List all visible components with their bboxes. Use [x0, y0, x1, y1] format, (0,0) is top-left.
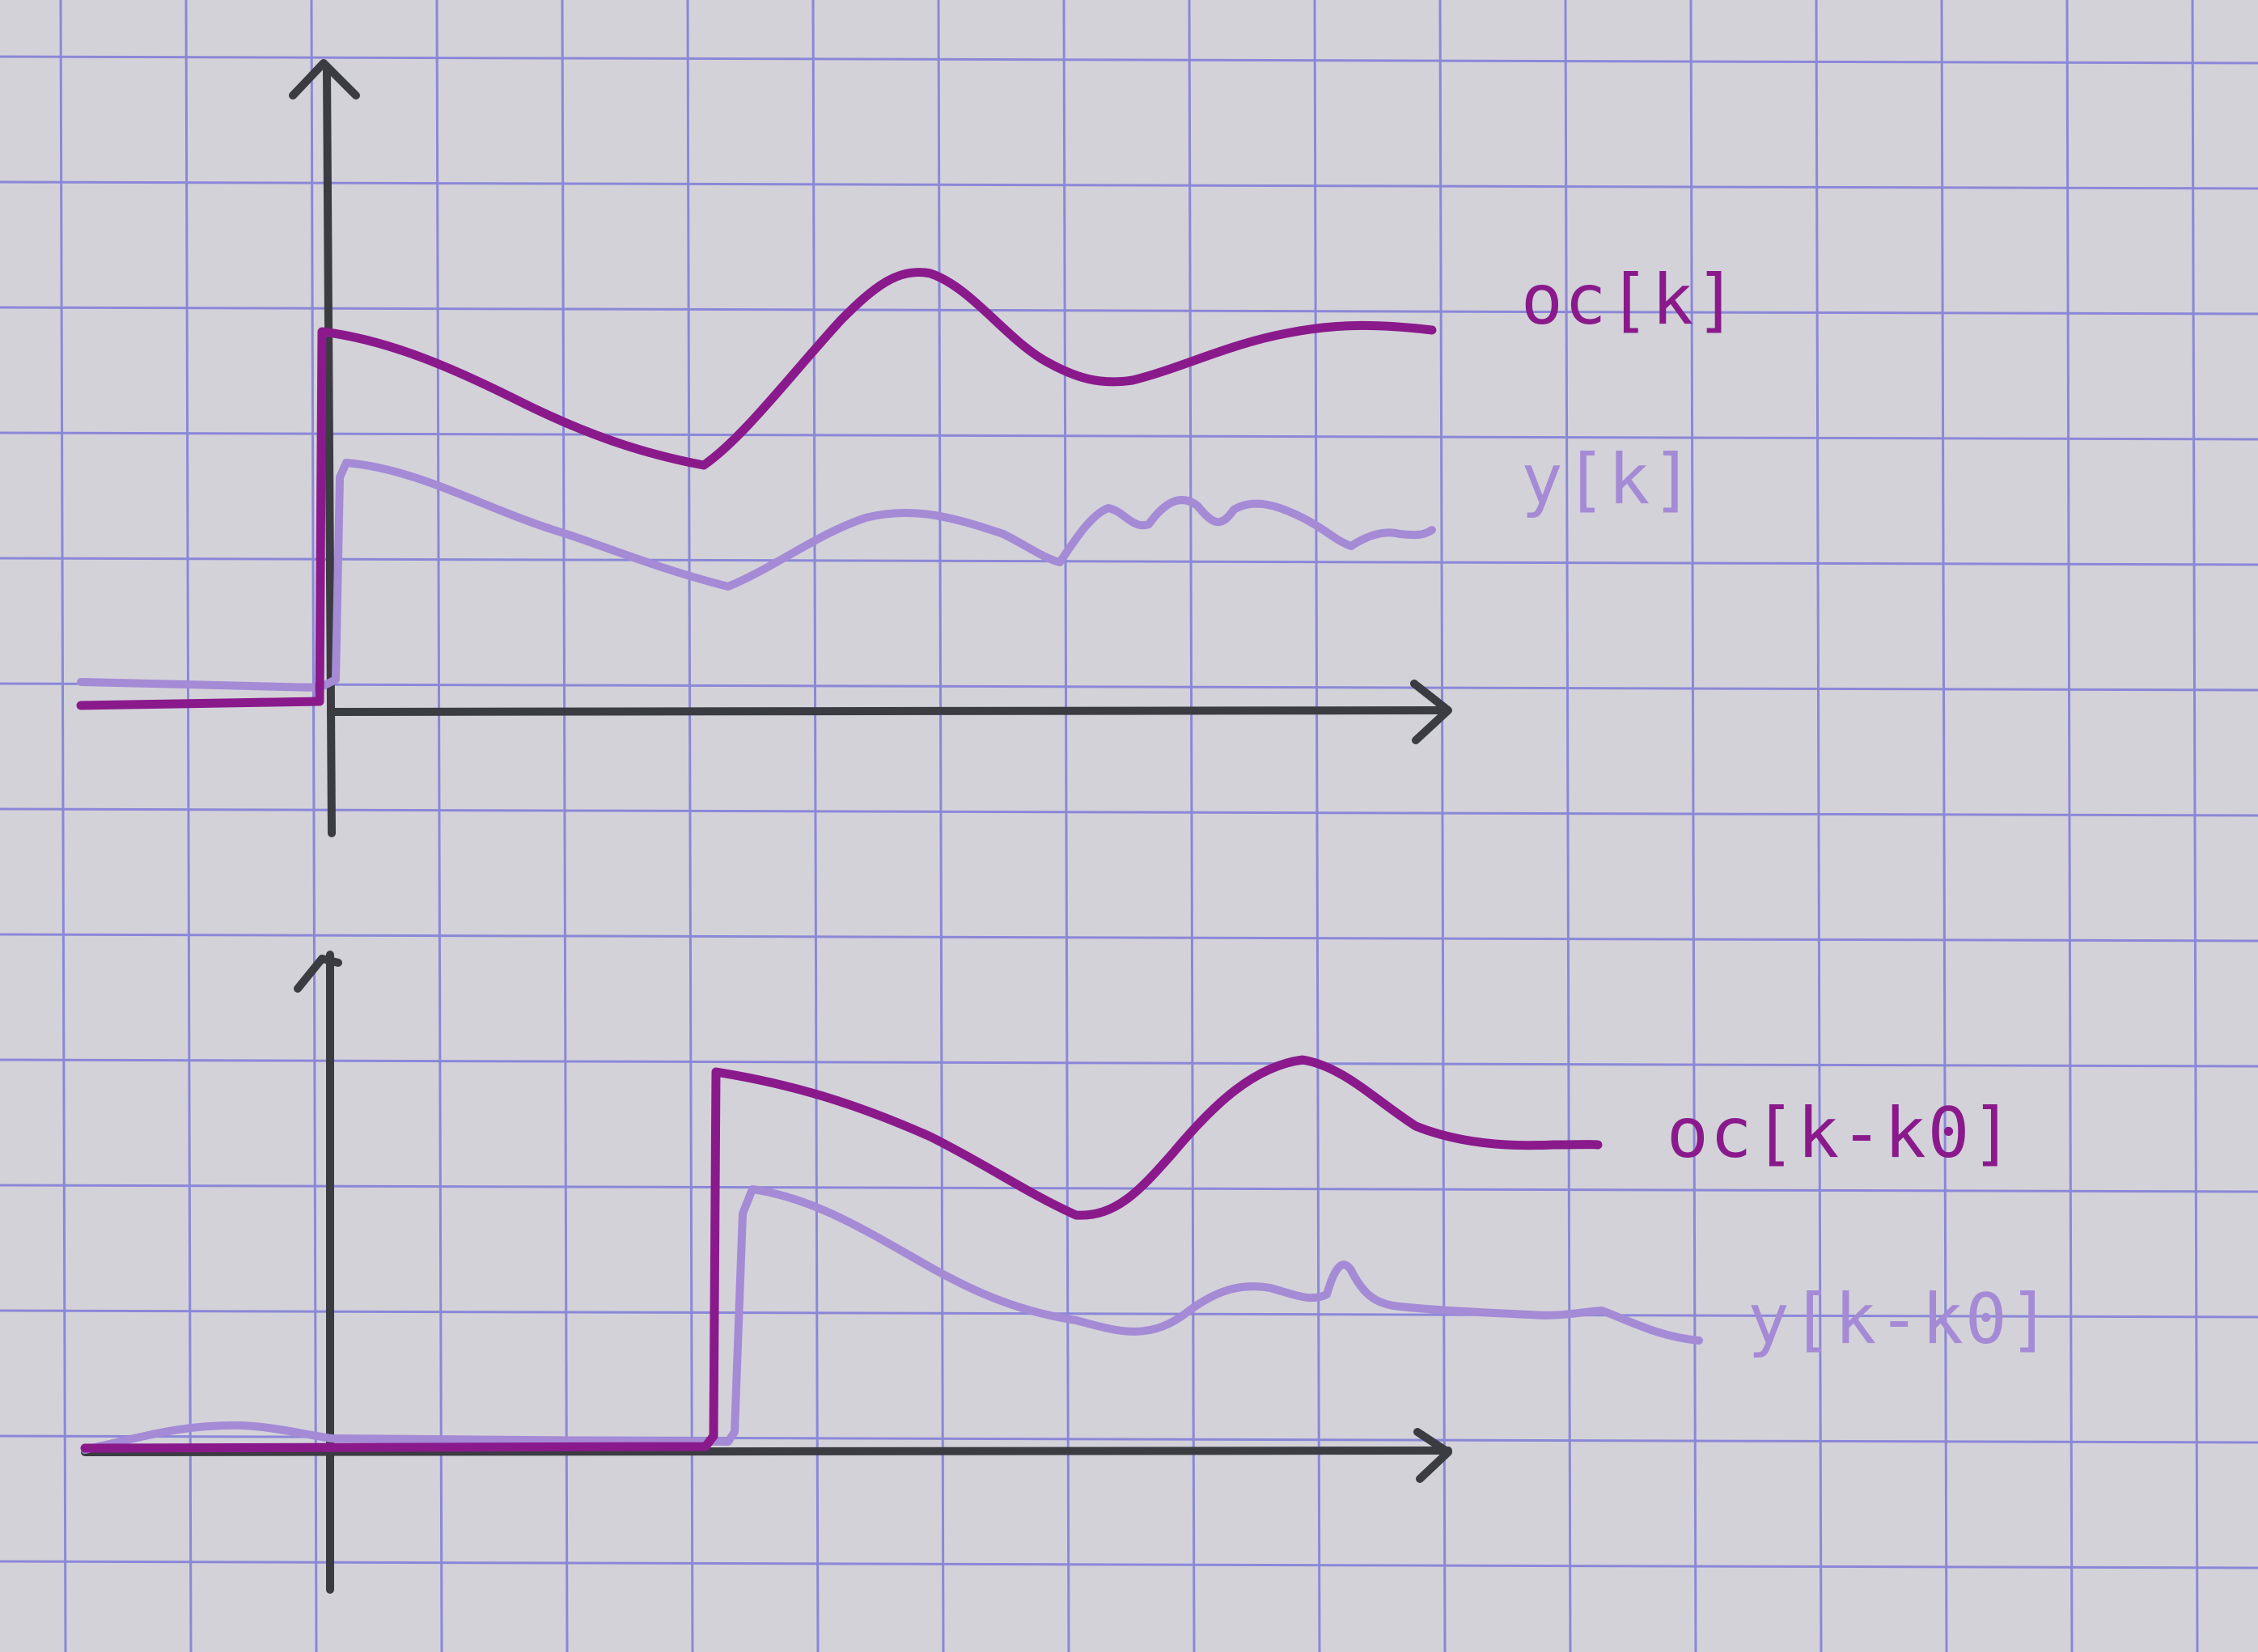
grid-line-vertical	[59, 0, 67, 1652]
top-y-signal-label: y[k]	[1521, 439, 1695, 520]
grid-line-horizontal	[0, 682, 2258, 692]
grid-line-horizontal	[0, 1058, 2258, 1068]
grid-line-horizontal	[0, 180, 2258, 190]
top-x-axis-arrowhead	[1410, 680, 1452, 744]
grid-line-vertical	[310, 0, 318, 1652]
grid-line-vertical	[435, 0, 443, 1652]
top-y-signal-curve	[77, 459, 1436, 692]
top-x-axis	[328, 706, 1448, 716]
grid-line-vertical	[1689, 0, 1697, 1652]
bottom-x-signal-label: oc[k-k0]	[1667, 1093, 2014, 1174]
grid-line-vertical	[1564, 0, 1572, 1652]
grid-line-vertical	[811, 0, 820, 1652]
bottom-y-axis-arrowhead	[294, 955, 342, 993]
bottom-plot: oc[k-k0] y[k-k0]	[80, 951, 2052, 1594]
top-y-axis-arrowhead	[289, 59, 360, 100]
grid-line-horizontal	[0, 1560, 2258, 1569]
grid-line-horizontal	[0, 1184, 2258, 1193]
grid-line-vertical	[184, 0, 193, 1652]
grid-line-vertical	[1188, 0, 1196, 1652]
bottom-y-signal-label: y[k-k0]	[1748, 1279, 2052, 1360]
grid-line-vertical	[1940, 0, 1948, 1652]
grid-line-vertical	[2065, 0, 2074, 1652]
grid-line-vertical	[1313, 0, 1321, 1652]
grid-line-horizontal	[0, 933, 2258, 942]
grid-line-vertical	[1815, 0, 1823, 1652]
grid-line-horizontal	[0, 55, 2258, 65]
grid-line-vertical	[686, 0, 694, 1652]
grid-line-horizontal	[0, 431, 2258, 441]
top-plot: oc[k] y[k]	[76, 59, 1739, 837]
bottom-y-signal-curve	[81, 1185, 1703, 1454]
top-x-signal-label: oc[k]	[1521, 260, 1739, 341]
grid-line-horizontal	[0, 306, 2258, 316]
grid-line-vertical	[2191, 0, 2199, 1652]
grid-line-vertical	[1438, 0, 1447, 1652]
grid-line-horizontal	[0, 557, 2258, 566]
bottom-x-signal-curve	[80, 1055, 1603, 1453]
grid-line-horizontal	[0, 807, 2258, 817]
top-y-axis	[323, 65, 336, 837]
grid-line-vertical	[561, 0, 569, 1652]
grid-line-horizontal	[0, 1309, 2258, 1319]
grid-line-vertical	[1062, 0, 1070, 1652]
bottom-x-axis-arrowhead	[1413, 1428, 1452, 1483]
top-x-signal-curve	[76, 268, 1437, 710]
